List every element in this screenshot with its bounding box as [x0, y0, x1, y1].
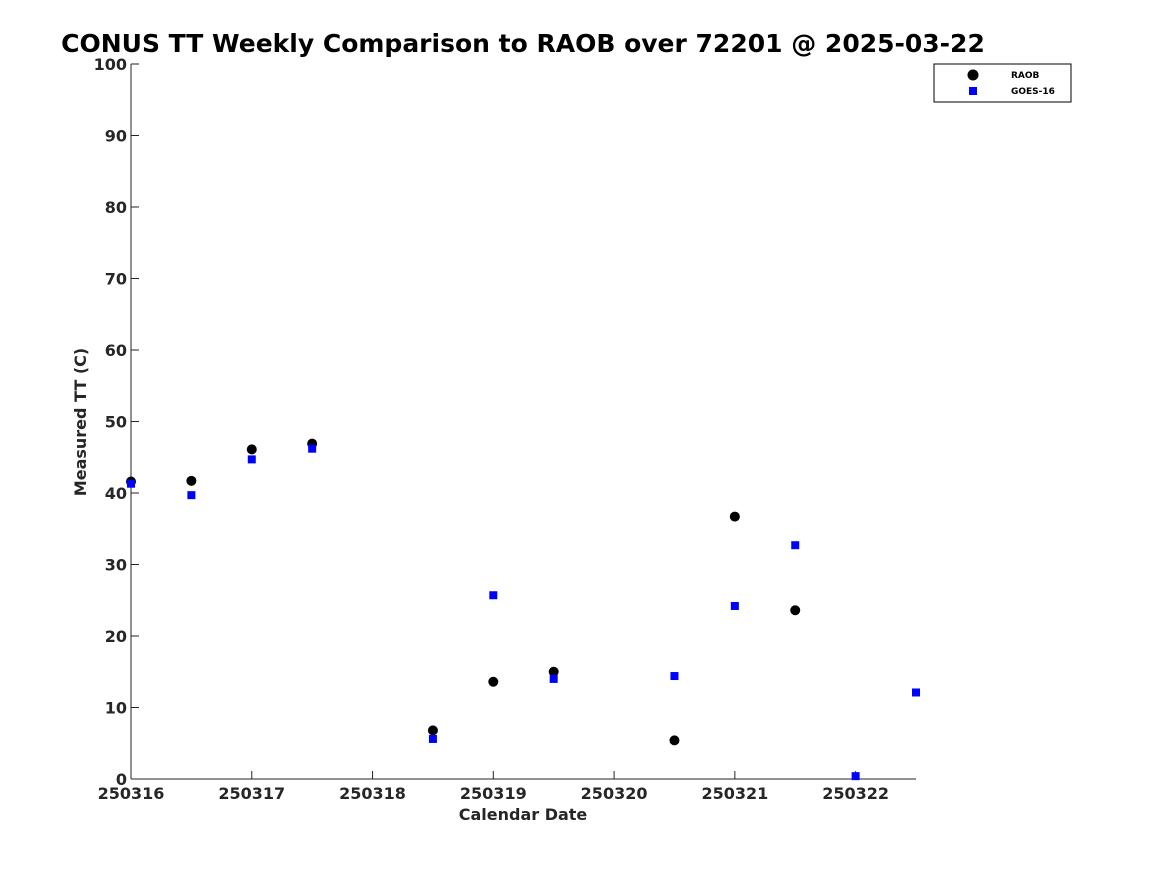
y-tick-label: 30 [105, 556, 127, 575]
x-tick-label: 250318 [339, 784, 406, 803]
point-goes-16 [489, 591, 498, 600]
y-tick-label: 0 [116, 770, 127, 789]
point-raob [790, 605, 801, 616]
x-ticks: 250316 250317 250318 250319 250320 250321 2503… [98, 771, 889, 803]
y-tick-label: 80 [105, 198, 127, 217]
legend-box [933, 63, 1072, 103]
point-goes-16 [187, 491, 196, 500]
point-goes-16 [912, 688, 920, 697]
chart-title: CONUS TT Weekly Comparison to RAOB over … [61, 29, 985, 58]
point-raob [488, 676, 499, 687]
x-tick-label: 250319 [460, 784, 527, 803]
point-raob [246, 444, 257, 455]
x-tick-label: 250320 [581, 784, 648, 803]
y-axis-label: Measured TT (C) [71, 348, 90, 496]
point-raob [186, 475, 197, 486]
legend: RAOB GOES-16 [933, 63, 1072, 103]
point-raob [729, 511, 740, 522]
y-tick-label: 40 [105, 484, 127, 503]
x-tick-label: 250317 [218, 784, 285, 803]
point-goes-16 [428, 734, 437, 743]
legend-label-raob: RAOB [1011, 71, 1040, 81]
point-raob [669, 735, 680, 746]
point-goes-16 [730, 601, 739, 610]
point-goes-16 [308, 444, 317, 453]
point-raob [427, 725, 438, 736]
y-tick-label: 50 [105, 413, 127, 432]
point-raob [548, 666, 559, 677]
x-tick-label: 250316 [98, 784, 165, 803]
point-goes-16 [127, 479, 135, 488]
point-goes-16 [791, 541, 800, 550]
y-tick-label: 20 [105, 627, 127, 646]
x-axis-label: Calendar Date [459, 805, 588, 824]
legend-label-goes: GOES-16 [1011, 87, 1055, 97]
legend-marker-goes [969, 87, 977, 95]
y-tick-label: 70 [105, 270, 127, 289]
point-goes-16 [247, 455, 256, 464]
y-tick-label: 90 [105, 127, 127, 146]
plot-points [126, 438, 920, 781]
point-goes-16 [670, 672, 679, 681]
x-tick-label: 250321 [701, 784, 768, 803]
x-tick-label: 250322 [822, 784, 889, 803]
y-ticks: 0 10 20 30 40 50 60 70 80 90 100 [94, 55, 139, 789]
y-tick-label: 60 [105, 341, 127, 360]
point-goes-16 [851, 772, 860, 781]
y-tick-label: 100 [94, 55, 127, 74]
legend-marker-raob [967, 69, 979, 81]
point-goes-16 [549, 674, 558, 683]
y-tick-label: 10 [105, 699, 127, 718]
